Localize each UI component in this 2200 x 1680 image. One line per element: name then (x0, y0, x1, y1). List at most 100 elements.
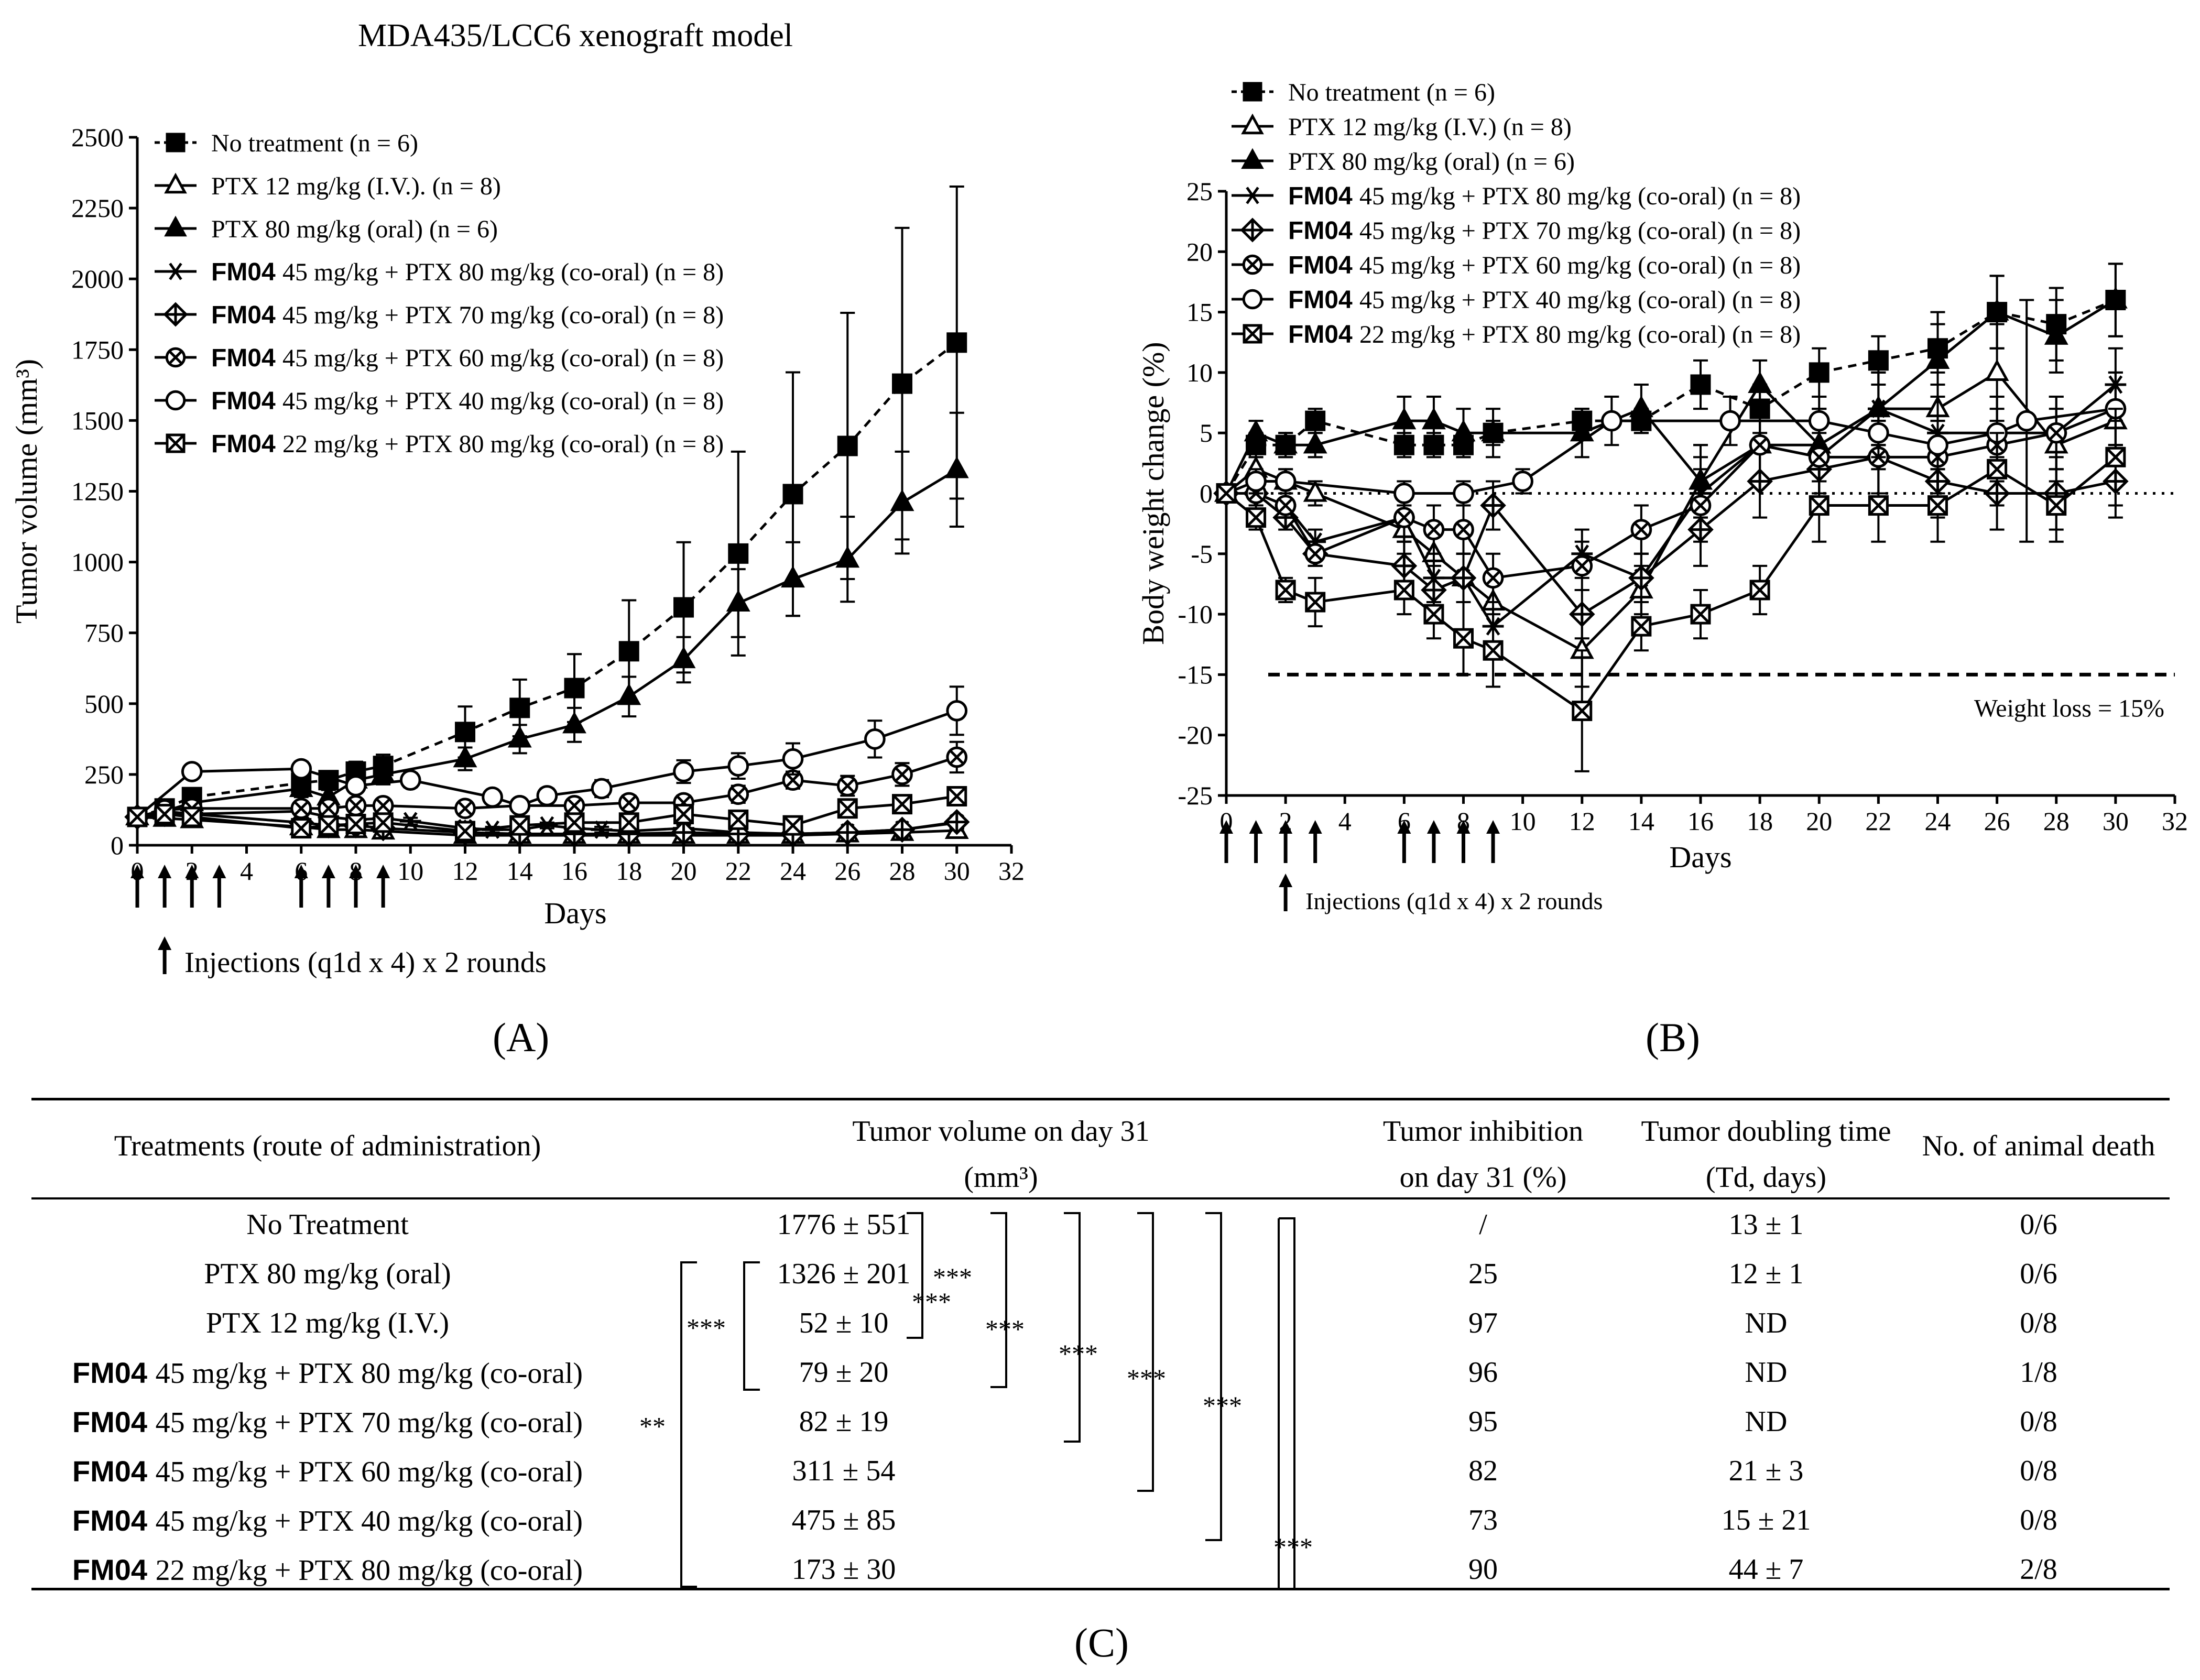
legend-item: FM04 45 mg/kg + PTX 70 mg/kg (co-oral) (… (155, 301, 724, 329)
x-tick-label: 10 (1510, 806, 1536, 836)
legend: No treatment (n = 6) PTX 12 mg/kg (I.V.) … (1232, 79, 1801, 348)
injection-arrow (349, 865, 363, 908)
data-point (837, 798, 858, 819)
y-tick-label: 250 (84, 760, 124, 789)
significance-brackets: ************************** (639, 1212, 1313, 1590)
x-tick-label: 18 (1747, 806, 1773, 836)
y-tick-label: 5 (1200, 418, 1213, 448)
legend-item: PTX 12 mg/kg (I.V.). (n = 8) (155, 172, 501, 200)
data-point (563, 794, 585, 816)
legend-marker (165, 347, 186, 368)
cell-volume: 311 ± 54 (792, 1455, 896, 1487)
data-point (291, 818, 312, 839)
legend-label: PTX 80 mg/kg (oral) (n = 6) (1288, 148, 1575, 176)
injection-arrow (1456, 820, 1471, 863)
table-header-rule (31, 1197, 2170, 1199)
injection-arrow (321, 865, 335, 908)
x-tick-label: 12 (452, 856, 478, 886)
significance-bracket: *** (1273, 1532, 1313, 1562)
data-point (943, 809, 970, 835)
treatment-text: PTX 12 mg/kg (I.V.) (205, 1307, 450, 1339)
data-point (1809, 495, 1829, 516)
cell-inhibition: 25 (1468, 1258, 1498, 1290)
data-point (671, 646, 696, 669)
data-point (453, 745, 477, 768)
data-point (181, 806, 202, 827)
data-point (1393, 580, 1414, 601)
cell-treatment: FM04 45 mg/kg + PTX 80 mg/kg (co-oral) (31, 1356, 624, 1390)
cell-animal-death: 0/6 (2020, 1258, 2057, 1290)
y-tick-label: 2500 (71, 123, 124, 152)
data-point (892, 794, 912, 815)
legend-item: FM04 22 mg/kg + PTX 80 mg/kg (co-oral) (… (1232, 321, 1801, 348)
legend-item: FM04 45 mg/kg + PTX 70 mg/kg (co-oral) (… (1232, 217, 1801, 245)
treatment-prefix: FM04 (72, 1405, 156, 1438)
data-point (454, 798, 476, 820)
data-point (2016, 410, 2038, 432)
x-tick-label: 10 (397, 856, 423, 886)
injection-arrow (130, 865, 144, 908)
data-point (1569, 601, 1595, 627)
header-inhibition: Tumor inhibition on day 31 (%) (1352, 1108, 1614, 1201)
data-point (781, 565, 805, 588)
x-tick-label: 14 (1628, 806, 1654, 836)
data-point (1481, 419, 1505, 442)
data-point (1987, 459, 2008, 479)
legend-item: PTX 80 mg/kg (oral) (n = 6) (1232, 148, 1575, 176)
data-point (509, 697, 530, 718)
data-point (673, 597, 694, 618)
legend-item: PTX 12 mg/kg (I.V.) (n = 8) (1232, 113, 1572, 141)
data-point (371, 761, 396, 783)
data-point (834, 819, 861, 846)
legend-label: FM04 45 mg/kg + PTX 80 mg/kg (co-oral) (… (1288, 182, 1801, 210)
data-point (836, 775, 858, 797)
data-point (864, 728, 886, 750)
data-point (782, 748, 804, 770)
y-tick-label: 1500 (71, 406, 124, 435)
data-point (318, 798, 340, 820)
significance-label: *** (933, 1262, 972, 1292)
data-point (1572, 701, 1593, 722)
data-point (835, 546, 860, 568)
series-4 (1213, 420, 2129, 640)
data-point (373, 812, 394, 833)
data-point (891, 763, 913, 786)
data-point (399, 769, 421, 791)
x-tick-label: 32 (2162, 806, 2188, 836)
x-tick-label: 20 (1806, 806, 1832, 836)
y-tick-label: 2250 (71, 193, 124, 223)
data-point (1629, 395, 1653, 418)
significance-label: *** (912, 1287, 951, 1316)
legend-label: FM04 45 mg/kg + PTX 60 mg/kg (co-oral) (… (1288, 252, 1801, 279)
cell-inhibition: 90 (1468, 1553, 1498, 1586)
data-point (1422, 407, 1446, 430)
cell-treatment: FM04 45 mg/kg + PTX 40 mg/kg (co-oral) (31, 1503, 624, 1538)
data-point (509, 815, 530, 836)
x-tick-label: 30 (944, 856, 970, 886)
legend-label: FM04 22 mg/kg + PTX 80 mg/kg (co-oral) (… (1288, 321, 1801, 348)
data-point (1305, 410, 1326, 431)
data-point (1275, 580, 1296, 601)
x-tick-label: 18 (616, 856, 642, 886)
legend-marker (163, 302, 188, 327)
data-point (837, 435, 858, 456)
legend-marker (166, 433, 186, 453)
series-7 (127, 786, 967, 842)
data-point (673, 761, 694, 782)
cell-treatment: FM04 22 mg/kg + PTX 80 mg/kg (co-oral) (31, 1553, 624, 1587)
data-point (1628, 565, 1654, 591)
significance-label: *** (1059, 1339, 1098, 1368)
x-tick-label: 22 (725, 856, 752, 886)
y-tick-label: 10 (1186, 358, 1213, 387)
data-point (1246, 507, 1267, 528)
data-point (562, 711, 586, 734)
significance-bracket: *** (985, 1212, 1081, 1443)
data-point (1275, 471, 1297, 492)
data-point (591, 820, 613, 839)
cell-treatment: FM04 45 mg/kg + PTX 70 mg/kg (co-oral) (31, 1405, 624, 1439)
legend-label: PTX 12 mg/kg (I.V.). (n = 8) (211, 172, 501, 200)
legend-item: FM04 22 mg/kg + PTX 80 mg/kg (co-oral) (… (155, 430, 724, 458)
legend-label: FM04 45 mg/kg + PTX 60 mg/kg (co-oral) (… (211, 344, 724, 372)
data-point (289, 775, 313, 798)
injection-arrow (294, 865, 308, 908)
